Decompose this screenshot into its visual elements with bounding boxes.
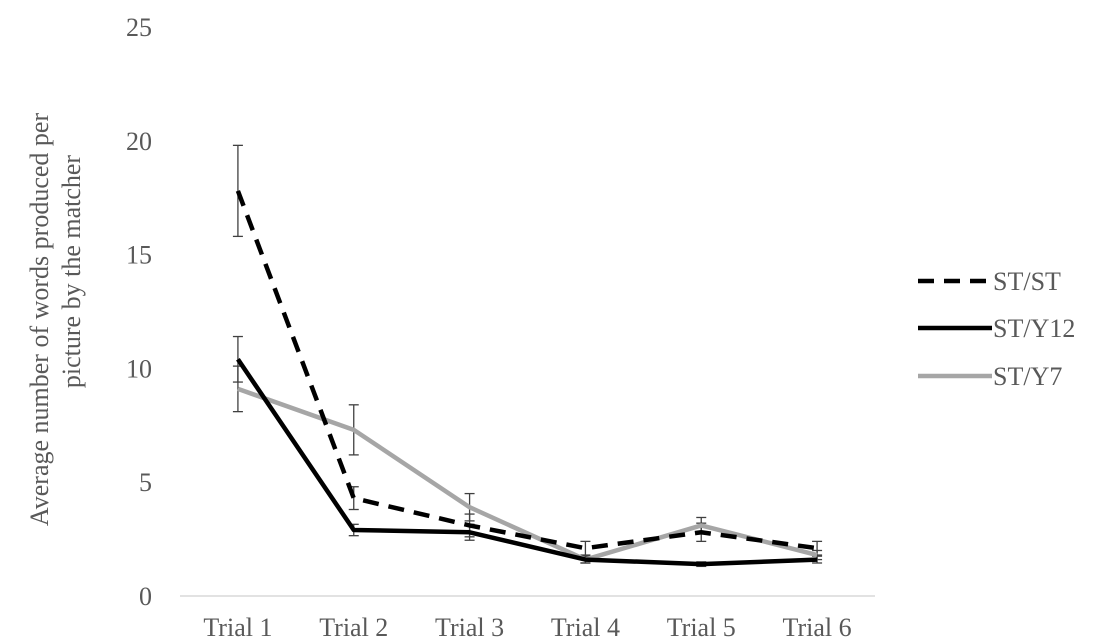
y-tick-label: 20 [126, 127, 152, 156]
x-axis-ticks: Trial 1 Trial 2 Trial 3 Trial 4 Trial 5 Trial… [203, 613, 851, 642]
y-axis-ticks: 0 5 10 15 20 25 [126, 13, 152, 611]
legend-label: ST/Y12 [993, 314, 1075, 343]
series-layer [232, 144, 823, 568]
x-tick-label: Trial 2 [319, 613, 388, 642]
x-tick-label: Trial 4 [551, 613, 620, 642]
x-tick-label: Trial 1 [203, 613, 272, 642]
y-tick-label: 0 [139, 582, 152, 611]
legend-label: ST/ST [993, 267, 1061, 296]
series-line-st-y12 [236, 358, 818, 567]
y-axis-title-line-1: Average number of words produced per [25, 113, 54, 527]
series-line-st-y7 [237, 386, 818, 562]
x-tick-label: Trial 3 [435, 613, 504, 642]
y-axis-title-line-2: picture by the matcher [57, 155, 86, 389]
error-bars-st-st [232, 144, 823, 556]
y-tick-label: 15 [126, 241, 152, 270]
y-tick-label: 5 [139, 468, 152, 497]
series-line-st-st [235, 190, 818, 551]
y-tick-label: 25 [126, 13, 152, 42]
y-tick-label: 10 [126, 354, 152, 383]
legend-label: ST/Y7 [993, 362, 1062, 391]
x-tick-label: Trial 5 [667, 613, 736, 642]
legend: ST/ST ST/Y12 ST/Y7 [918, 267, 1075, 391]
x-tick-label: Trial 6 [783, 613, 852, 642]
